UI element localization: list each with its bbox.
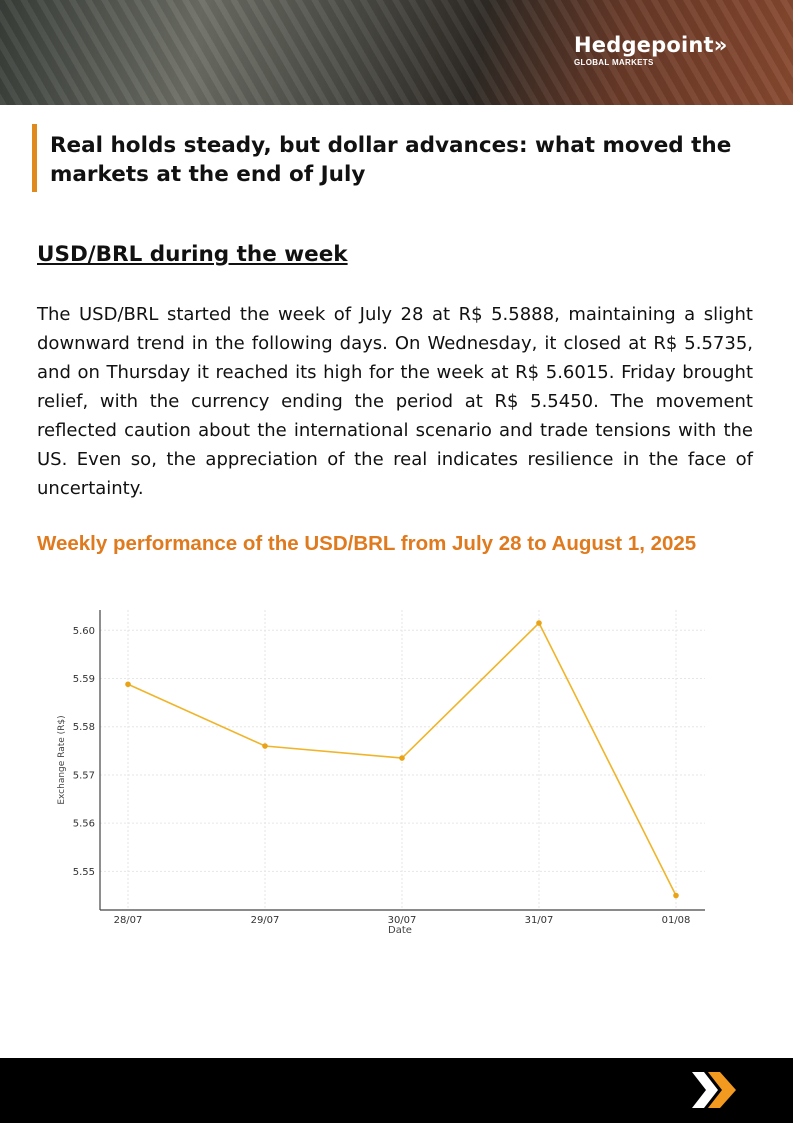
x-tick-label: 31/07 bbox=[525, 915, 554, 926]
page-title: Real holds steady, but dollar advances: … bbox=[50, 133, 732, 187]
data-point bbox=[399, 755, 405, 761]
data-point bbox=[536, 620, 542, 626]
body-paragraph: The USD/BRL started the week of July 28 … bbox=[37, 304, 753, 499]
usd-brl-chart: 5.55 5.56 5.57 5.58 5.59 5.60 28/07 29/07 30/07 3… bbox=[57, 610, 705, 936]
y-tick-label: 5.59 bbox=[73, 674, 95, 685]
chart-caption: Weekly performance of the USD/BRL from J… bbox=[37, 532, 697, 555]
y-tick-label: 5.58 bbox=[73, 722, 95, 733]
logo-chevrons-icon: » bbox=[713, 33, 728, 57]
x-tick-label: 01/08 bbox=[662, 915, 691, 926]
data-point bbox=[262, 743, 268, 749]
hedgepoint-chevron-icon bbox=[692, 1072, 736, 1108]
y-tick-label: 5.60 bbox=[73, 626, 95, 637]
y-tick-label: 5.57 bbox=[73, 770, 95, 781]
data-point bbox=[673, 892, 679, 899]
x-tick-label: 30/07 bbox=[388, 915, 417, 926]
logo-subtitle: GLOBAL MARKETS bbox=[574, 58, 654, 67]
x-tick-label: 29/07 bbox=[251, 915, 280, 926]
y-tick-label: 5.56 bbox=[73, 819, 95, 830]
footer-bar bbox=[0, 1058, 793, 1123]
x-axis-label: Date bbox=[388, 925, 412, 936]
header-banner: Hedgepoint» GLOBAL MARKETS bbox=[0, 0, 793, 105]
logo-name: Hedgepoint bbox=[574, 33, 714, 57]
hedgepoint-logo: Hedgepoint» GLOBAL MARKETS bbox=[574, 33, 728, 67]
y-tick-label: 5.55 bbox=[73, 867, 95, 878]
y-axis-label: Exchange Rate (R$) bbox=[57, 715, 67, 804]
x-tick-label: 28/07 bbox=[114, 915, 143, 926]
section-heading: USD/BRL during the week bbox=[37, 242, 348, 267]
data-point bbox=[125, 681, 131, 688]
title-accent-bar bbox=[32, 124, 37, 192]
